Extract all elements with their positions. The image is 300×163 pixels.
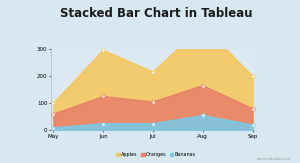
Point <box>200 84 205 87</box>
Point <box>51 126 56 129</box>
Point <box>151 122 155 125</box>
Point <box>51 113 56 115</box>
Legend: Apples, Oranges, Bananas: Apples, Oranges, Bananas <box>114 150 198 159</box>
Point <box>250 75 255 77</box>
Point <box>200 24 205 27</box>
Point <box>250 124 255 126</box>
Point <box>101 49 106 52</box>
Point <box>151 71 155 73</box>
Point <box>101 95 106 98</box>
Text: Stacked Bar Chart in Tableau: Stacked Bar Chart in Tableau <box>60 7 252 20</box>
Point <box>151 101 155 103</box>
Point <box>51 102 56 104</box>
Point <box>101 122 106 125</box>
Point <box>250 107 255 110</box>
Text: www.educba.com: www.educba.com <box>257 157 291 161</box>
Point <box>200 114 205 117</box>
